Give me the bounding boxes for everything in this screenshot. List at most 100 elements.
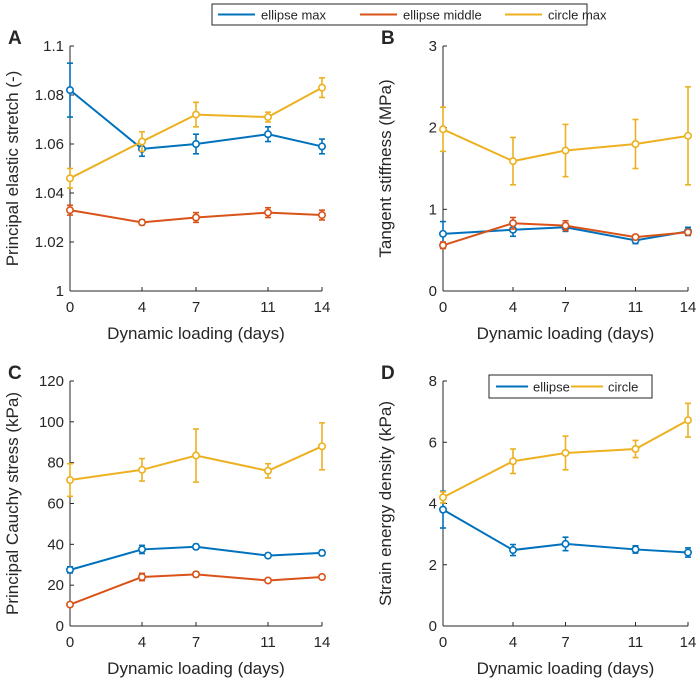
data-point — [263, 551, 272, 560]
y-tick-label: 0 — [429, 283, 437, 300]
legend-label-ellipse-max: ellipse max — [261, 8, 327, 23]
data-point — [263, 113, 272, 122]
data-point — [66, 476, 75, 485]
y-axis-label: Tangent stiffness (MPa) — [376, 79, 395, 257]
x-tick-label: 7 — [561, 634, 569, 651]
panel-legend: ellipse circle — [488, 374, 653, 399]
y-tick-label: 1.06 — [35, 136, 64, 153]
data-point — [508, 546, 517, 555]
data-point — [66, 565, 75, 574]
x-tick-label: 14 — [314, 634, 331, 651]
data-point — [138, 465, 147, 474]
legend-label-circle: circle — [608, 380, 638, 395]
series-line-circle-max — [69, 86, 323, 180]
data-point — [263, 208, 272, 217]
x-tick-label: 4 — [509, 634, 517, 651]
data-point — [192, 542, 201, 551]
series-ellipse-max — [66, 542, 326, 574]
y-tick-label: 6 — [429, 434, 437, 451]
data-point — [138, 137, 147, 146]
x-tick-label: 14 — [680, 634, 697, 651]
data-point — [438, 493, 447, 502]
top-legend-box — [211, 3, 588, 26]
y-tick-label: 2 — [429, 557, 437, 574]
data-point — [317, 83, 326, 92]
data-point — [508, 219, 517, 228]
series-circle — [438, 402, 692, 504]
y-tick-label: 4 — [429, 496, 437, 513]
data-point — [438, 125, 447, 134]
data-point — [438, 241, 447, 250]
data-point — [561, 146, 570, 155]
data-point — [438, 229, 447, 238]
y-axis-label: Principal elastic stretch (-) — [3, 71, 22, 267]
data-point — [683, 416, 692, 425]
x-axis-label: Dynamic loading (days) — [107, 659, 285, 678]
data-point — [192, 451, 201, 460]
panel-A: A 1 1.02 1.04 1.06 1.08 1.1 0 4 7 11 14 Dynamic load… — [3, 28, 330, 343]
series-ellipse-middle — [438, 216, 692, 250]
data-point — [192, 570, 201, 579]
x-tick-label: 0 — [66, 634, 74, 651]
legend-label-ellipse: ellipse — [533, 380, 570, 395]
y-tick-label: 1.02 — [35, 234, 64, 251]
series-circle-max — [438, 86, 692, 186]
data-point — [683, 228, 692, 237]
data-point — [631, 233, 640, 242]
y-tick-label: 120 — [39, 373, 64, 390]
x-tick-label: 7 — [192, 634, 200, 651]
panel-label: C — [8, 363, 22, 384]
data-point — [438, 505, 447, 514]
legend-label-ellipse-middle: ellipse middle — [403, 8, 482, 23]
x-tick-label: 14 — [680, 299, 697, 316]
data-point — [66, 206, 75, 215]
y-tick-label: 2 — [429, 120, 437, 137]
y-tick-label: 100 — [39, 414, 64, 431]
x-tick-label: 0 — [66, 299, 74, 316]
y-tick-label: 0 — [56, 618, 64, 635]
data-point — [66, 86, 75, 95]
data-point — [631, 444, 640, 453]
y-tick-label: 8 — [429, 373, 437, 390]
series-circle-max — [66, 422, 326, 498]
data-point — [138, 218, 147, 227]
data-point — [317, 548, 326, 557]
panel-label: D — [381, 363, 395, 384]
y-tick-label: 60 — [47, 496, 64, 513]
y-tick-label: 0 — [429, 618, 437, 635]
data-point — [138, 545, 147, 554]
x-axis-label: Dynamic loading (days) — [107, 324, 285, 343]
data-point — [66, 174, 75, 183]
y-tick-label: 20 — [47, 577, 64, 594]
data-point — [317, 142, 326, 151]
data-point — [631, 140, 640, 149]
x-tick-label: 0 — [439, 299, 447, 316]
data-point — [192, 213, 201, 222]
data-point — [317, 572, 326, 581]
panel-legend-box — [488, 374, 653, 399]
data-point — [192, 110, 201, 119]
data-point — [683, 131, 692, 140]
legend-label-circle-max: circle max — [548, 8, 607, 23]
data-point — [561, 448, 570, 457]
x-tick-label: 7 — [561, 299, 569, 316]
data-point — [317, 442, 326, 451]
data-point — [561, 221, 570, 230]
top-legend: ellipse max ellipse middle circle max — [211, 3, 607, 26]
data-point — [508, 157, 517, 166]
x-tick-label: 11 — [260, 299, 276, 316]
y-tick-label: 3 — [429, 38, 437, 55]
y-tick-label: 1.04 — [35, 185, 64, 202]
data-point — [317, 211, 326, 220]
x-axis-label: Dynamic loading (days) — [477, 324, 655, 343]
y-axis-label: Principal Cauchy stress (kPa) — [3, 392, 22, 615]
data-point — [263, 466, 272, 475]
data-point — [683, 548, 692, 557]
y-tick-label: 1.1 — [43, 38, 64, 55]
x-tick-label: 4 — [138, 299, 146, 316]
panel-B: B 0 1 2 3 0 4 7 11 14 Dynamic loading (days) Tangen… — [376, 28, 696, 343]
data-point — [561, 539, 570, 548]
series-ellipse-middle — [66, 204, 326, 227]
x-tick-label: 7 — [192, 299, 200, 316]
